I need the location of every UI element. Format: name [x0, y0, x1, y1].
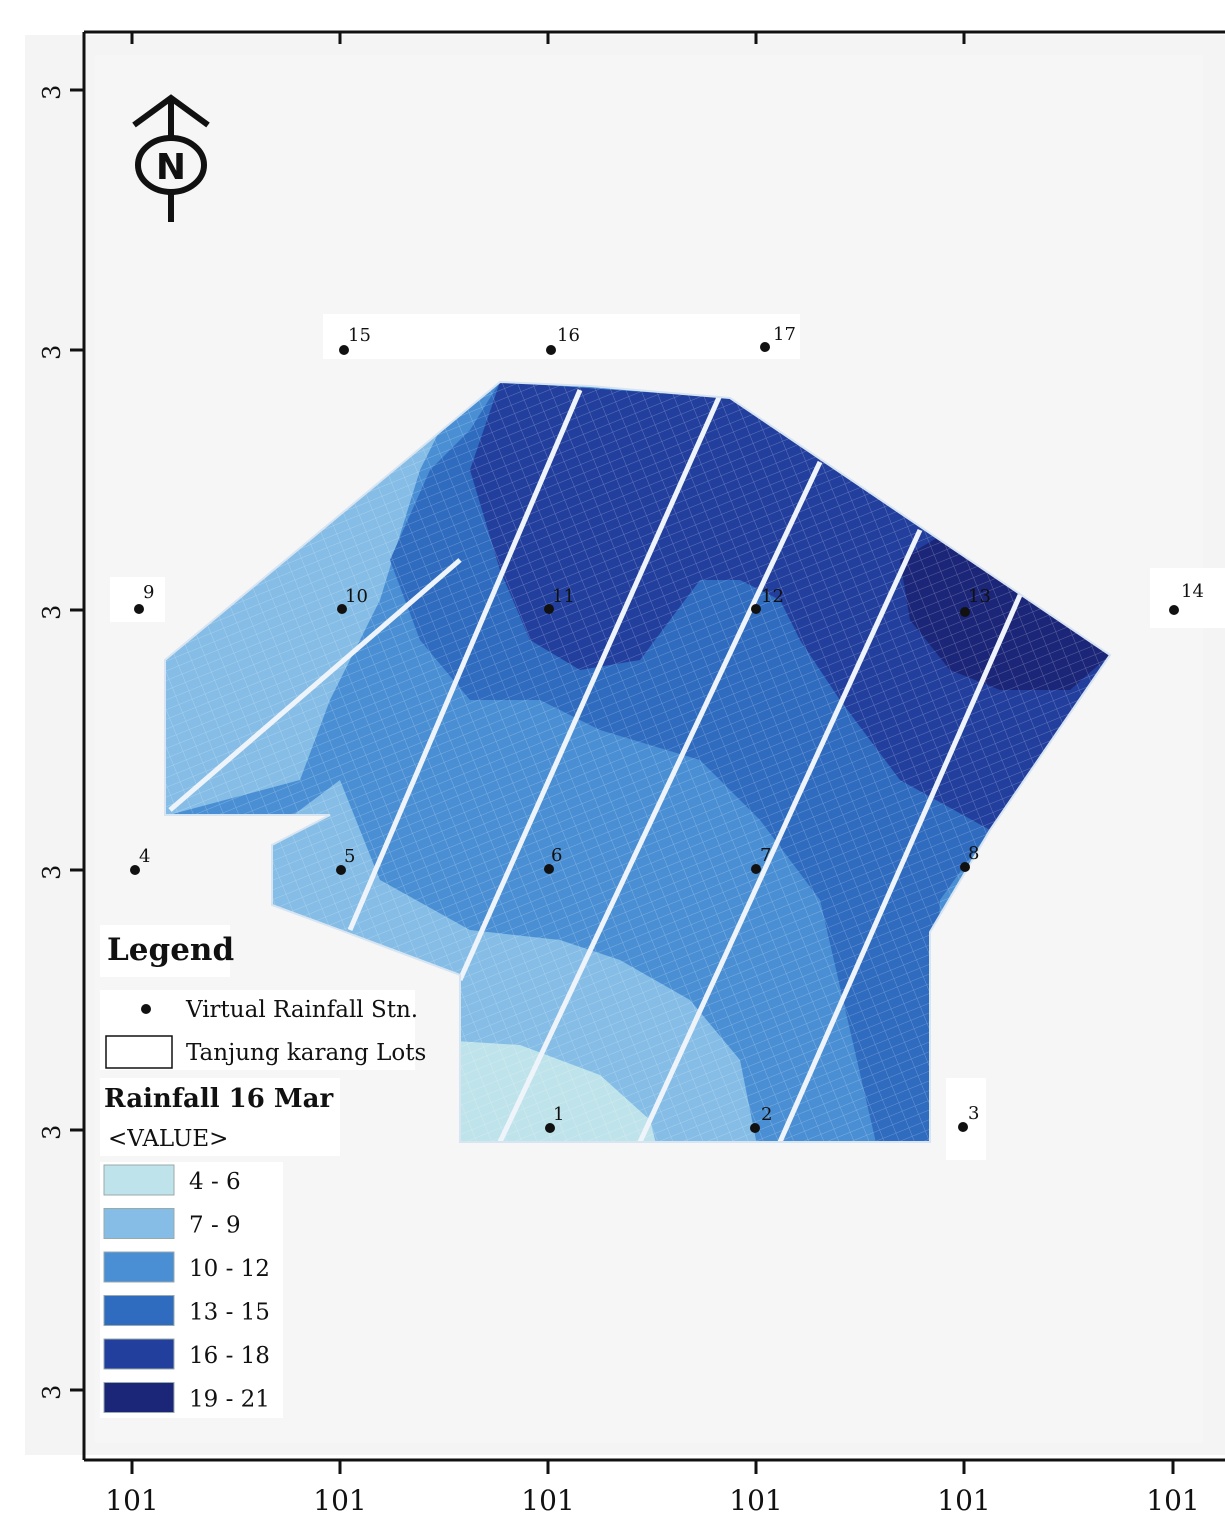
y-tick-label: 3	[38, 605, 66, 620]
y-tick-label: 3	[38, 1125, 66, 1140]
station-1: 1	[545, 1104, 564, 1133]
label-box-3	[946, 1078, 986, 1160]
station-11: 11	[544, 586, 575, 614]
y-tick-label: 3	[38, 1385, 66, 1400]
north-letter: N	[156, 147, 186, 188]
lots-symbol-icon	[105, 1035, 173, 1069]
station-12: 12	[751, 586, 784, 614]
legend-swatch	[103, 1164, 175, 1196]
legend-swatch	[103, 1208, 175, 1239]
y-tick-label: 3	[38, 345, 66, 360]
legend-swatch	[103, 1338, 175, 1370]
x-tick-label: 101	[105, 1484, 158, 1516]
y-tick-label: 3	[38, 865, 66, 880]
legend-lots-label: Tanjung karang Lots	[186, 1040, 426, 1066]
x-tick-label: 101	[937, 1484, 990, 1516]
station-symbol-icon	[141, 1004, 151, 1014]
station-label: 16	[557, 325, 580, 346]
station-label: 9	[143, 582, 154, 603]
station-5: 5	[336, 846, 355, 875]
legend-class-label: 7 - 9	[189, 1213, 241, 1239]
label-box-14	[1150, 568, 1225, 628]
legend: Legend Virtual Rainfall Stn. Tanjung kar…	[100, 925, 426, 1418]
station-label: 10	[345, 586, 368, 607]
y-tick-label: 3	[38, 85, 66, 100]
station-points: 1 2 3 4 5 6 7 8 9 10 11 12 13 14 15 16 1…	[130, 324, 1204, 1133]
station-4: 4	[130, 846, 150, 875]
x-tick-label: 101	[729, 1484, 782, 1516]
station-14: 14	[1169, 581, 1204, 615]
station-label: 13	[968, 586, 991, 607]
legend-class-label: 16 - 18	[189, 1343, 270, 1369]
legend-value-label: <VALUE>	[108, 1126, 228, 1152]
station-label: 6	[551, 845, 562, 866]
station-label: 15	[348, 325, 371, 346]
y-axis: 3 3 3 3 3 3	[38, 85, 84, 1400]
canals	[168, 389, 1023, 1142]
station-16: 16	[546, 325, 580, 355]
station-label: 8	[968, 843, 979, 864]
legend-class-label: 13 - 15	[189, 1300, 270, 1326]
station-label: 7	[760, 845, 771, 866]
station-7: 7	[751, 845, 771, 874]
legend-title: Legend	[107, 932, 234, 968]
station-6: 6	[544, 845, 562, 874]
legend-class-label: 10 - 12	[189, 1256, 270, 1282]
legend-class-label: 19 - 21	[189, 1387, 270, 1413]
station-13: 13	[960, 586, 991, 617]
station-label: 14	[1181, 581, 1204, 602]
legend-swatch	[103, 1295, 175, 1326]
station-2: 2	[750, 1104, 772, 1133]
station-label: 12	[761, 586, 784, 607]
station-label: 17	[773, 324, 796, 345]
station-label: 4	[139, 846, 150, 867]
x-tick-label: 101	[521, 1484, 574, 1516]
label-box-top	[323, 314, 800, 359]
x-axis: 101 101 101 101 101 101	[105, 32, 1200, 1516]
tanjung-karang-lots-outline	[164, 380, 1112, 1143]
legend-rainfall-title: Rainfall 16 Mar	[104, 1084, 334, 1114]
station-label: 11	[552, 586, 575, 607]
x-tick-label: 101	[1146, 1484, 1199, 1516]
north-arrow-icon: N	[132, 94, 210, 222]
legend-swatch	[103, 1382, 175, 1413]
label-box-9	[110, 577, 165, 622]
legend-station-label: Virtual Rainfall Stn.	[185, 997, 418, 1023]
station-label: 2	[761, 1104, 772, 1125]
station-10: 10	[337, 586, 368, 614]
station-label: 5	[344, 846, 355, 867]
station-label: 3	[968, 1103, 979, 1124]
legend-classes: 4 - 6 7 - 9 10 - 12 13 - 15 16 - 18 19 - 21	[103, 1164, 270, 1413]
station-8: 8	[960, 843, 979, 872]
legend-class-label: 4 - 6	[189, 1169, 241, 1195]
legend-swatch	[103, 1251, 175, 1283]
station-15: 15	[339, 325, 371, 355]
station-3: 3	[958, 1103, 979, 1132]
x-tick-label: 101	[313, 1484, 366, 1516]
station-9: 9	[134, 582, 154, 614]
station-label: 1	[553, 1104, 564, 1125]
station-17: 17	[760, 324, 796, 352]
